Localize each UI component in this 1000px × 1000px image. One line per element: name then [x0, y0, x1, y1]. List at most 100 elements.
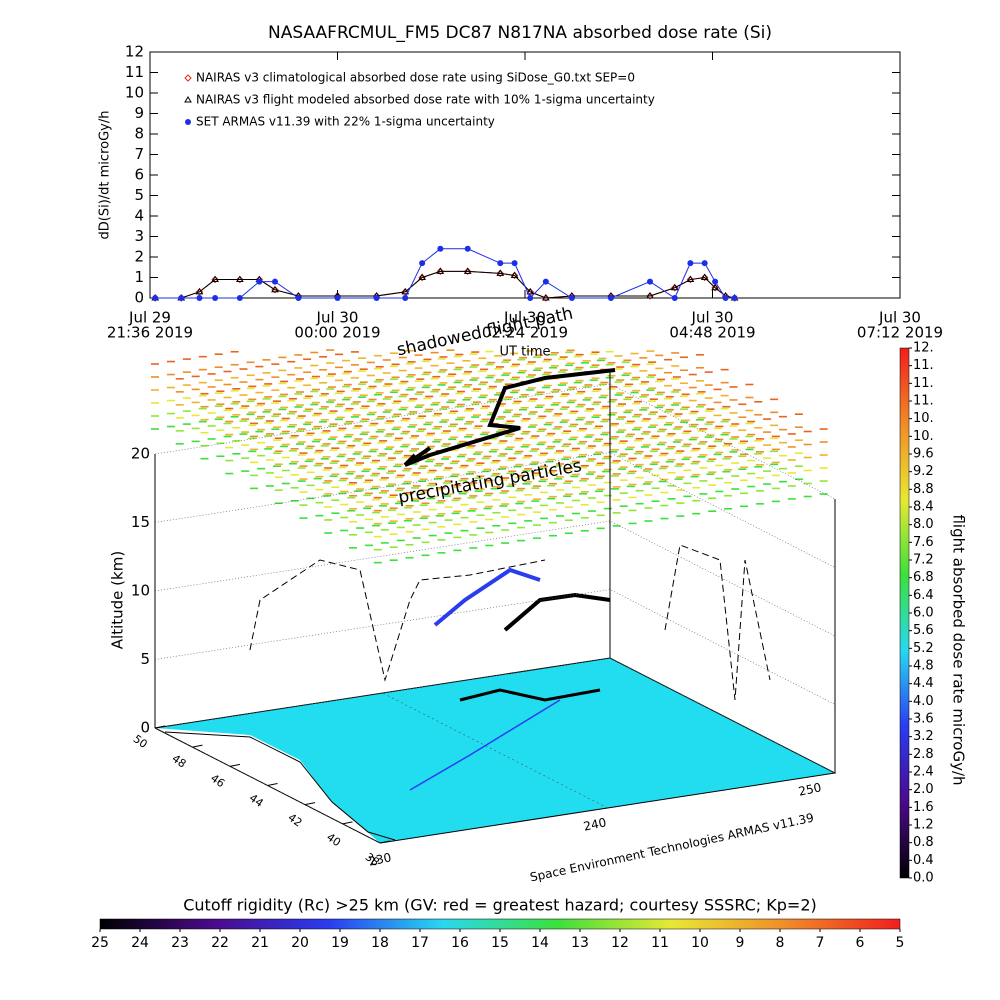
- colorbar-tick-label: 6.8: [913, 570, 934, 585]
- data-marker: [236, 275, 244, 284]
- series-line: [155, 248, 735, 299]
- z-axis-label: Altitude (km): [109, 551, 127, 649]
- data-marker: [647, 278, 653, 285]
- data-marker: [510, 271, 519, 278]
- colorbar-label: Cutoff rigidity (Rc) >25 km (GV: red = g…: [183, 896, 817, 915]
- flight-wall-projection: [249, 559, 546, 682]
- colorbar-tick-label: 9.6: [913, 447, 934, 462]
- data-marker: [701, 260, 708, 267]
- coastline: [164, 731, 396, 841]
- data-marker: [700, 273, 709, 280]
- data-marker: [211, 275, 219, 283]
- colorbar-label: flight absorbed dose rate microGy/h: [950, 514, 968, 785]
- data-marker: [419, 260, 426, 267]
- colorbar-tick-label: 2.0: [913, 782, 934, 797]
- data-marker: [646, 291, 654, 299]
- lat-tick: [229, 763, 241, 767]
- colorbar-tick-label: 11.: [913, 358, 934, 373]
- y-tick-label: 6: [134, 166, 144, 184]
- colorbar-tick-label: 11: [651, 935, 669, 951]
- dose-dash-layer: [151, 349, 828, 564]
- colorbar-tick-label: 6: [856, 935, 865, 951]
- y-tick-label: 12: [125, 43, 144, 61]
- flight-shadow-top: [404, 368, 616, 467]
- data-marker: [401, 287, 410, 295]
- legend-marker: [184, 96, 192, 103]
- data-marker: [437, 245, 444, 252]
- colorbar-tick-label: 11.: [913, 376, 934, 391]
- data-marker: [542, 278, 549, 285]
- data-marker: [511, 260, 518, 267]
- colorbar-tick-label: 3.2: [913, 729, 934, 744]
- x-tick-label: Jul 30: [691, 309, 734, 327]
- data-marker: [671, 295, 678, 301]
- grid-line: [154, 657, 836, 774]
- lon-grid: [609, 657, 836, 774]
- z-tick-label: 15: [131, 513, 150, 531]
- data-marker: [526, 287, 535, 295]
- x-axis-label: UT time: [500, 345, 551, 360]
- colorbar-tick-label: 0.8: [913, 835, 934, 850]
- colorbar-tick-label: 12.: [913, 341, 934, 356]
- x-tick-label: Jul 30: [316, 309, 359, 327]
- colorbar-tick-label: 8.0: [913, 517, 934, 532]
- colorbar-tick-label: 1.6: [913, 800, 934, 815]
- y-tick-label: 3: [134, 227, 144, 245]
- colorbar-tick-label: 7.6: [913, 535, 934, 550]
- data-marker: [178, 295, 185, 301]
- x-tick-label: 00:00 2019: [294, 324, 380, 342]
- data-marker: [526, 288, 534, 296]
- data-marker: [464, 245, 471, 252]
- flight-shadow: [459, 688, 601, 702]
- colorbar-tick-label: 8: [776, 935, 785, 951]
- colorbar-tick-label: 14: [531, 935, 549, 951]
- lat-tick-label: 48: [169, 752, 188, 771]
- data-marker: [196, 295, 203, 301]
- colorbar-tick-label: 5: [896, 935, 905, 951]
- colorbar-tick-label: 10: [691, 935, 709, 951]
- colorbar-tick-label: 0.0: [913, 871, 934, 886]
- legend-label: SET ARMAS v11.39 with 22% 1-sigma uncert…: [196, 115, 495, 129]
- data-marker: [436, 267, 445, 274]
- scene-3d: [151, 349, 837, 844]
- z-tick-label: 10: [131, 582, 150, 600]
- chart-title: NASAAFRCMUL_FM5 DC87 N817NA absorbed dos…: [268, 23, 772, 43]
- legend-label: NAIRAS v3 climatological absorbed dose r…: [196, 71, 635, 85]
- colorbar-tick-label: 13: [571, 935, 589, 951]
- data-marker: [418, 273, 427, 280]
- lat-tick: [267, 783, 278, 786]
- data-marker: [687, 260, 694, 267]
- lon-tick-label: 230: [367, 850, 392, 868]
- colorbar-tick-label: 1.2: [913, 818, 934, 833]
- data-marker: [686, 275, 695, 283]
- colorbar-tick-label: 9.2: [913, 464, 934, 479]
- lon-grid: [382, 692, 608, 809]
- data-marker: [152, 295, 159, 301]
- lat-tick-label: 42: [285, 811, 304, 830]
- flight-profile: [433, 567, 541, 627]
- grid-line: [154, 520, 836, 637]
- lon-tick-label: 240: [582, 815, 607, 833]
- legend-label: NAIRAS v3 flight modeled absorbed dose r…: [196, 93, 655, 107]
- y-tick-label: 5: [134, 186, 144, 204]
- flight-wall-projection: [664, 544, 771, 701]
- data-marker: [212, 295, 219, 301]
- data-marker: [272, 278, 278, 285]
- data-marker: [211, 275, 219, 284]
- credit: Space Environment Technologies ARMAS v11…: [529, 811, 815, 885]
- colorbar-tick-label: 10.: [913, 411, 934, 426]
- lat-tick: [342, 821, 353, 825]
- y-tick-label: 9: [134, 104, 144, 122]
- colorbar-tick-label: 16: [451, 935, 469, 951]
- y-tick-label: 4: [134, 207, 144, 225]
- y-tick-label: 11: [125, 63, 144, 81]
- colorbar-tick-label: 11.: [913, 394, 934, 409]
- data-marker: [373, 295, 380, 301]
- x-tick-label: 07:12 2019: [857, 324, 943, 342]
- data-marker: [235, 275, 244, 283]
- data-marker: [497, 260, 504, 267]
- colorbar-tick-label: 9: [736, 935, 745, 951]
- colorbar-tick-label: 7.2: [913, 553, 934, 568]
- colorbar: [899, 347, 910, 879]
- data-marker: [463, 267, 472, 274]
